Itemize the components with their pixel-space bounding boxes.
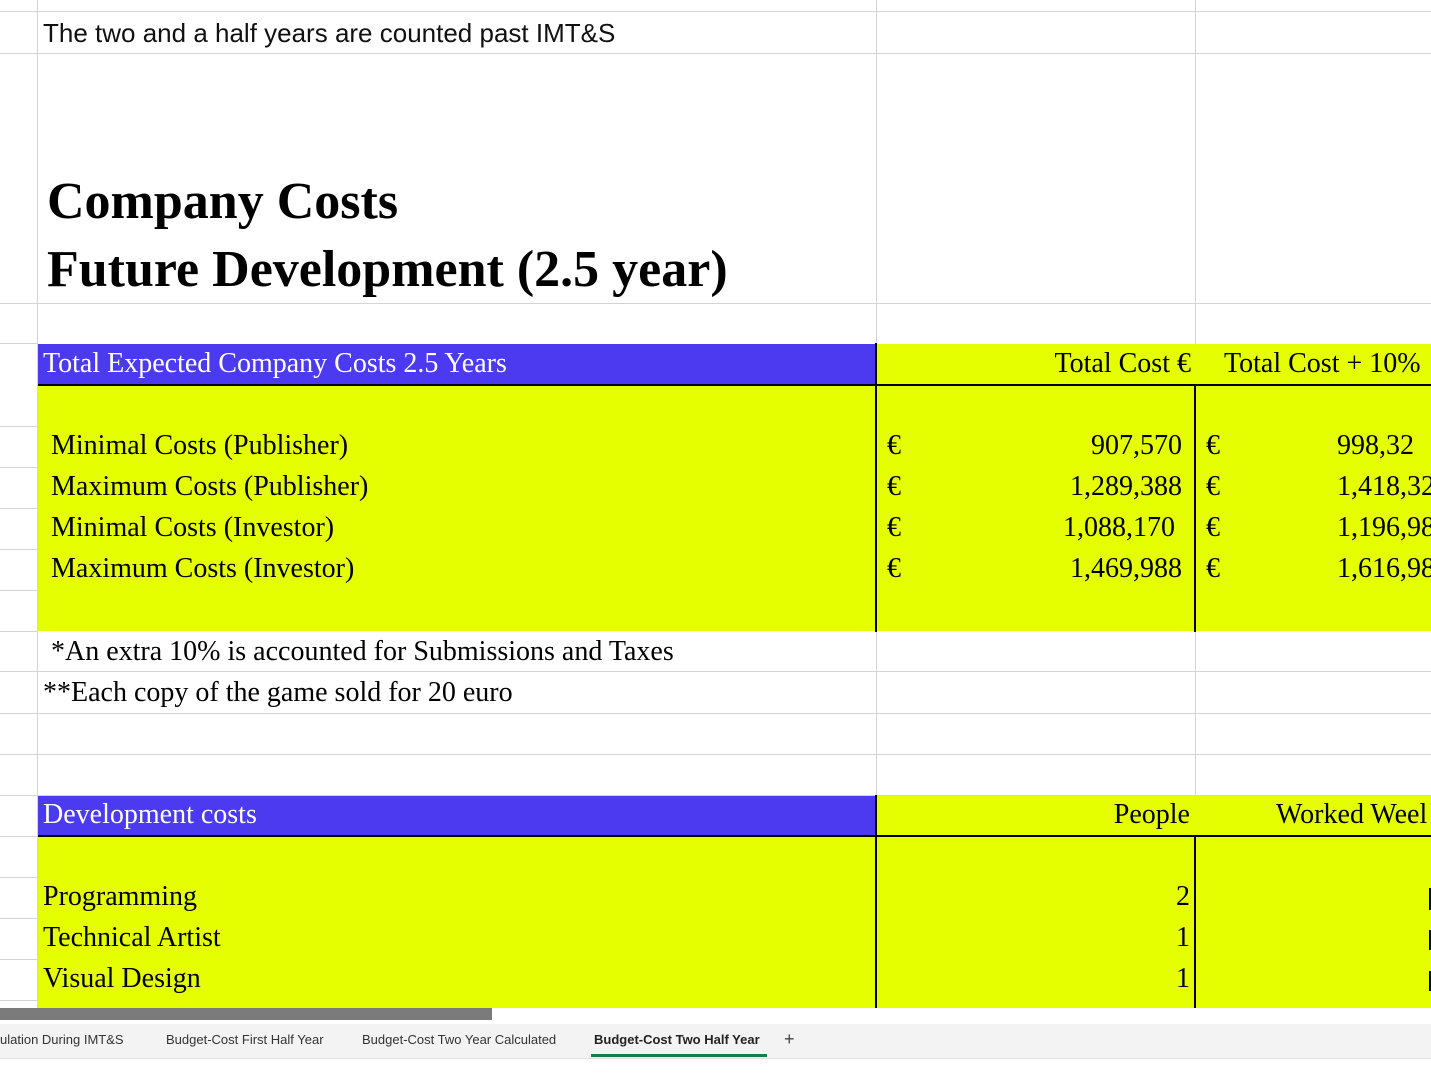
cost-total-value[interactable]: 907,570 (1091, 430, 1182, 461)
sheet-tab-calculation-imts[interactable]: ulation During IMT&S (0, 1032, 124, 1047)
row-divider (0, 836, 38, 837)
cost-row-label[interactable]: Minimal Costs (Investor) (51, 512, 335, 543)
row-divider (0, 11, 1431, 12)
table-border (875, 343, 877, 632)
sheet-tab-two-year-calculated[interactable]: Budget-Cost Two Year Calculated (362, 1032, 557, 1047)
development-costs-header: Development costs (43, 799, 257, 830)
cost-total-value[interactable]: 1,469,988 (1070, 553, 1182, 584)
row-divider (0, 795, 1431, 796)
footnote-taxes[interactable]: *An extra 10% is accounted for Submissio… (51, 636, 674, 667)
cost-plus-value[interactable]: 1,418,32 (1337, 471, 1431, 502)
development-row-label[interactable]: Programming (43, 881, 197, 912)
sheet-tabs (0, 1024, 1431, 1059)
row-divider (0, 53, 1431, 54)
table-border (875, 795, 877, 1008)
euro-symbol: € (887, 553, 901, 584)
active-tab-indicator (591, 1054, 767, 1057)
col-header-people: People (1113, 799, 1190, 830)
clipped-value (1429, 930, 1431, 950)
column-divider (37, 0, 38, 1008)
row-divider (0, 508, 38, 509)
people-count[interactable]: 1 (1176, 963, 1190, 994)
cost-plus-value[interactable]: 1,616,98 (1337, 553, 1431, 584)
cost-total-value[interactable]: 1,088,170 (1063, 512, 1175, 543)
page-title-line1[interactable]: Company Costs (47, 173, 399, 230)
table-border (1194, 837, 1196, 1008)
row-divider (0, 467, 38, 468)
row-divider (0, 877, 38, 878)
spreadsheet-grid[interactable]: The two and a half years are counted pas… (0, 0, 1431, 1008)
col-header-total-cost-plus: Total Cost + 10% (1224, 348, 1421, 379)
cost-plus-value[interactable]: 998,32 (1337, 430, 1414, 461)
cost-row-label[interactable]: Maximum Costs (Publisher) (51, 471, 369, 502)
row-divider (0, 918, 38, 919)
development-costs-header-yellow[interactable] (876, 796, 1431, 836)
cost-plus-value[interactable]: 1,196,98 (1337, 512, 1431, 543)
row-divider (0, 671, 1431, 672)
company-costs-header-cell[interactable] (38, 344, 876, 385)
table-border (38, 384, 1431, 386)
add-sheet-button[interactable]: + (784, 1029, 795, 1049)
row-divider (0, 1000, 38, 1001)
row-divider (0, 343, 38, 344)
note-cell[interactable]: The two and a half years are counted pas… (43, 18, 616, 48)
euro-symbol: € (887, 471, 901, 502)
horizontal-scrollbar[interactable] (0, 1008, 492, 1020)
company-costs-header: Total Expected Company Costs 2.5 Years (43, 348, 507, 379)
development-row-label[interactable]: Visual Design (43, 963, 201, 994)
sheet-tab-first-half-year[interactable]: Budget-Cost First Half Year (166, 1032, 324, 1047)
euro-symbol: € (1206, 471, 1220, 502)
footnote-price[interactable]: **Each copy of the game sold for 20 euro (43, 677, 513, 708)
clipped-value (1429, 888, 1431, 910)
table-border (38, 835, 1431, 837)
page-title-line2[interactable]: Future Development (2.5 year) (47, 241, 728, 298)
euro-symbol: € (887, 430, 901, 461)
row-divider (0, 549, 38, 550)
sheet-tab-two-half-year[interactable]: Budget-Cost Two Half Year (594, 1032, 760, 1047)
row-divider (0, 713, 1431, 714)
people-count[interactable]: 2 (1176, 881, 1190, 912)
clipped-value (1429, 971, 1431, 991)
euro-symbol: € (887, 512, 901, 543)
company-costs-header-yellow[interactable] (876, 344, 1431, 385)
people-count[interactable]: 1 (1176, 922, 1190, 953)
row-divider (0, 754, 1431, 755)
euro-symbol: € (1206, 512, 1220, 543)
cost-row-label[interactable]: Minimal Costs (Publisher) (51, 430, 349, 461)
development-row-label[interactable]: Technical Artist (43, 922, 221, 953)
development-costs-body[interactable] (38, 837, 1431, 1008)
row-divider (0, 959, 38, 960)
euro-symbol: € (1206, 430, 1220, 461)
row-divider (0, 631, 38, 632)
table-border (1194, 386, 1196, 632)
euro-symbol: € (1206, 553, 1220, 584)
cost-total-value[interactable]: 1,289,388 (1070, 471, 1182, 502)
company-costs-body[interactable] (38, 386, 1431, 631)
row-divider (0, 426, 38, 427)
cost-row-label[interactable]: Maximum Costs (Investor) (51, 553, 355, 584)
col-header-worked-weeks: Worked Weel (1276, 799, 1428, 830)
row-divider (0, 303, 1431, 304)
col-header-total-cost: Total Cost € (1054, 348, 1192, 379)
development-costs-header-cell[interactable] (38, 796, 876, 836)
row-divider (0, 590, 38, 591)
